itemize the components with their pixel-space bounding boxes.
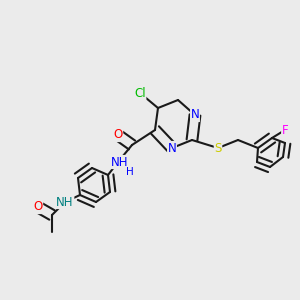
Text: NH: NH	[111, 155, 128, 169]
Text: N: N	[168, 142, 176, 154]
Text: O: O	[33, 200, 43, 214]
Text: F: F	[282, 124, 288, 136]
Text: Cl: Cl	[134, 86, 146, 100]
Text: N: N	[190, 109, 200, 122]
Text: S: S	[214, 142, 222, 154]
Text: NH: NH	[56, 196, 74, 208]
Text: O: O	[113, 128, 123, 142]
Text: H: H	[126, 167, 134, 177]
